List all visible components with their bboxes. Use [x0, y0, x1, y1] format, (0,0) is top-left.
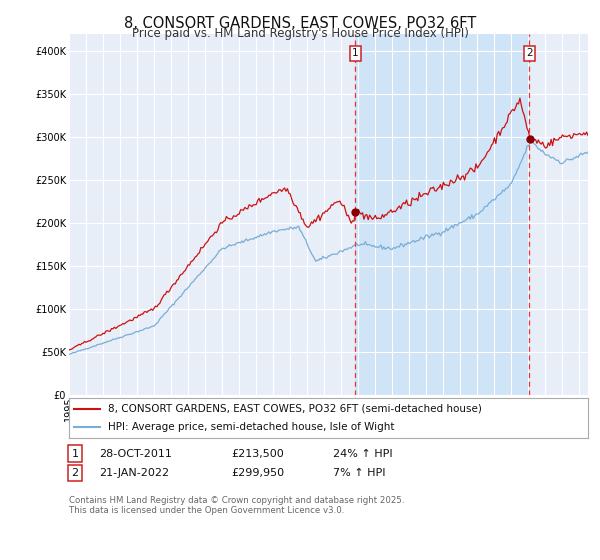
Text: £299,950: £299,950 — [231, 468, 284, 478]
Text: 2: 2 — [526, 49, 533, 58]
Text: 24% ↑ HPI: 24% ↑ HPI — [333, 449, 392, 459]
Bar — [355, 34, 529, 395]
Text: 28-OCT-2011: 28-OCT-2011 — [99, 449, 172, 459]
Text: 8, CONSORT GARDENS, EAST COWES, PO32 6FT: 8, CONSORT GARDENS, EAST COWES, PO32 6FT — [124, 16, 476, 31]
Text: £213,500: £213,500 — [231, 449, 284, 459]
Text: 1: 1 — [71, 449, 79, 459]
Text: 8, CONSORT GARDENS, EAST COWES, PO32 6FT (semi-detached house): 8, CONSORT GARDENS, EAST COWES, PO32 6FT… — [108, 404, 482, 414]
Text: 2: 2 — [71, 468, 79, 478]
Text: Contains HM Land Registry data © Crown copyright and database right 2025.
This d: Contains HM Land Registry data © Crown c… — [69, 496, 404, 515]
Text: 21-JAN-2022: 21-JAN-2022 — [99, 468, 169, 478]
Text: HPI: Average price, semi-detached house, Isle of Wight: HPI: Average price, semi-detached house,… — [108, 422, 394, 432]
Text: 1: 1 — [352, 49, 359, 58]
Text: Price paid vs. HM Land Registry's House Price Index (HPI): Price paid vs. HM Land Registry's House … — [131, 27, 469, 40]
Text: 7% ↑ HPI: 7% ↑ HPI — [333, 468, 386, 478]
